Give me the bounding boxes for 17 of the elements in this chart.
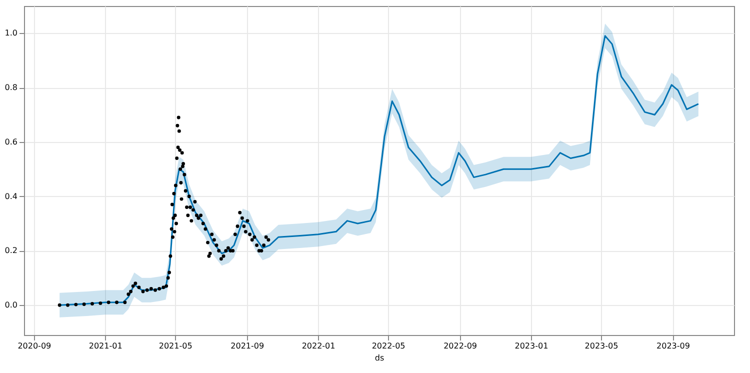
y-tick-label: 0.4 bbox=[4, 192, 18, 201]
y-tick-label: 0.6 bbox=[4, 137, 18, 146]
x-tick-label: 2021-09 bbox=[230, 342, 264, 350]
x-tick-label: 2021-05 bbox=[158, 342, 192, 350]
x-tick-label: 2022-01 bbox=[302, 342, 336, 350]
y-tick-label: 0.0 bbox=[4, 300, 18, 310]
x-tick-label: 2023-01 bbox=[514, 342, 548, 350]
y-tick-label: 0.8 bbox=[4, 83, 18, 92]
x-tick-label: 2023-05 bbox=[584, 342, 618, 350]
x-tick-label: 2022-09 bbox=[444, 342, 478, 350]
y-tick-label: 0.2 bbox=[4, 246, 18, 256]
x-tick-label: 2023-09 bbox=[656, 342, 690, 350]
x-tick-label: 2020-09 bbox=[18, 342, 52, 350]
y-tick-label: 1.0 bbox=[4, 28, 18, 38]
x-tick-label: 2022-05 bbox=[372, 342, 406, 350]
x-axis-title: ds bbox=[374, 354, 384, 362]
x-tick-label: 2021-01 bbox=[88, 342, 122, 350]
